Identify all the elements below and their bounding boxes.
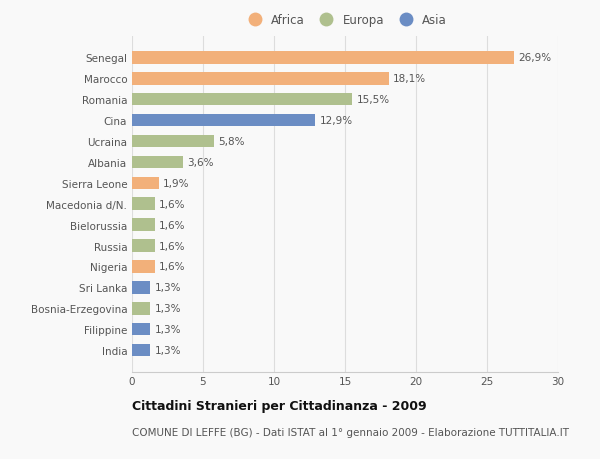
Bar [132, 73, 389, 85]
Text: 18,1%: 18,1% [393, 74, 427, 84]
Bar [132, 115, 315, 127]
Text: 1,9%: 1,9% [163, 179, 190, 188]
Text: 1,6%: 1,6% [159, 220, 185, 230]
Bar [132, 52, 514, 64]
Legend: Africa, Europa, Asia: Africa, Europa, Asia [238, 9, 452, 32]
Text: 1,3%: 1,3% [155, 345, 181, 355]
Text: 1,3%: 1,3% [155, 325, 181, 335]
Bar [132, 323, 151, 336]
Text: 1,3%: 1,3% [155, 283, 181, 293]
Bar [132, 135, 214, 148]
Text: 1,3%: 1,3% [155, 303, 181, 313]
Text: 1,6%: 1,6% [159, 241, 185, 251]
Text: 26,9%: 26,9% [518, 53, 551, 63]
Bar [132, 281, 151, 294]
Bar [132, 198, 155, 211]
Bar [132, 94, 352, 106]
Bar [132, 344, 151, 357]
Bar [132, 219, 155, 231]
Text: 5,8%: 5,8% [218, 137, 245, 147]
Text: COMUNE DI LEFFE (BG) - Dati ISTAT al 1° gennaio 2009 - Elaborazione TUTTITALIA.I: COMUNE DI LEFFE (BG) - Dati ISTAT al 1° … [132, 427, 569, 437]
Bar [132, 240, 155, 252]
Text: Cittadini Stranieri per Cittadinanza - 2009: Cittadini Stranieri per Cittadinanza - 2… [132, 399, 427, 412]
Text: 1,6%: 1,6% [159, 199, 185, 209]
Bar [132, 302, 151, 315]
Text: 15,5%: 15,5% [356, 95, 389, 105]
Bar [132, 261, 155, 273]
Text: 3,6%: 3,6% [187, 157, 214, 168]
Text: 1,6%: 1,6% [159, 262, 185, 272]
Bar [132, 156, 183, 169]
Text: 12,9%: 12,9% [319, 116, 353, 126]
Bar [132, 177, 159, 190]
